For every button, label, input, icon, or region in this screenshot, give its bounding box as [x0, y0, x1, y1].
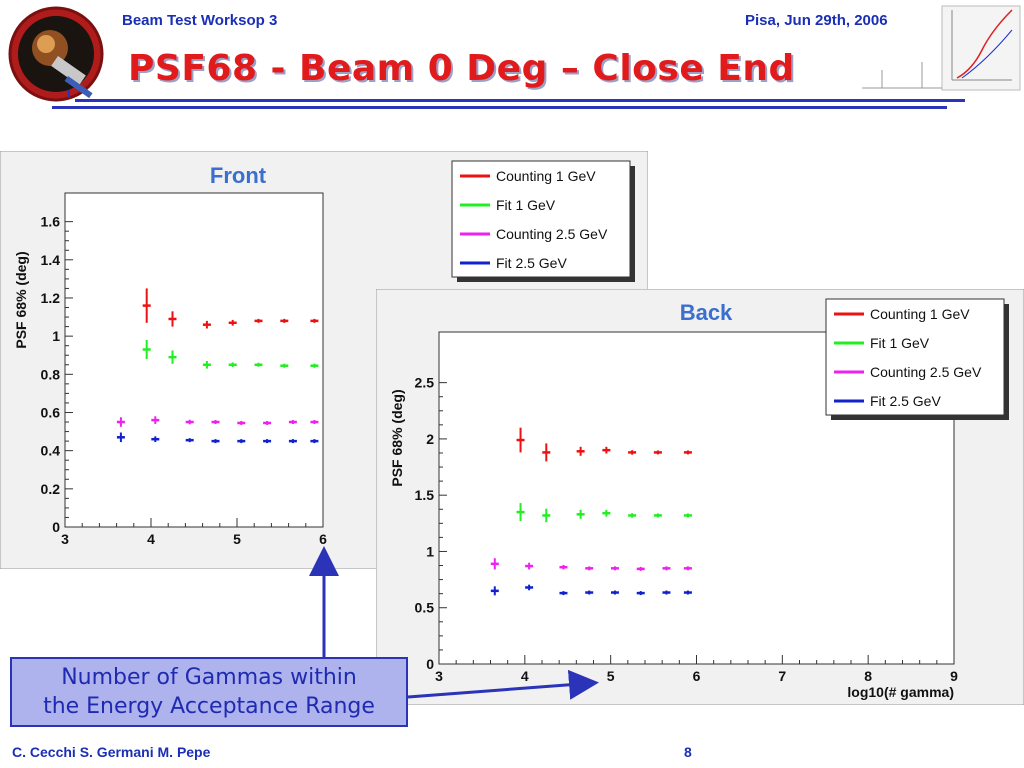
footer-authors: C. Cecchi S. Germani M. Pepe: [12, 744, 211, 760]
chart0-title: Front: [210, 163, 267, 188]
chart0-ytick-label: 0: [52, 519, 60, 535]
slide-title: PSF68 - Beam 0 Deg – Close End: [128, 48, 795, 89]
mini-plot-thumbnail-icon: [862, 5, 1021, 91]
chart1-ytick-label: 0: [426, 656, 434, 672]
chart0-ytick-label: 1: [52, 328, 60, 344]
chart0-legend-label: Fit 1 GeV: [496, 197, 556, 213]
chart1-legend: [825, 298, 1005, 416]
chart1-xtick-label: 9: [950, 668, 958, 684]
chart0-ytick-label: 0.6: [41, 404, 61, 420]
chart0-ytick-label: 0.2: [41, 481, 61, 497]
chart1-xtick-label: 6: [693, 668, 701, 684]
chart0-xtick-label: 4: [147, 531, 155, 547]
chart1-xtick-label: 4: [521, 668, 529, 684]
header-rule-bottom: [52, 106, 947, 109]
chart1-xlabel: log10(# gamma): [847, 684, 954, 700]
chart1-ytick-label: 0.5: [415, 600, 435, 616]
page-number: 8: [684, 744, 692, 760]
chart1-ytick-label: 2: [426, 431, 434, 447]
chart1-legend-label: Counting 1 GeV: [870, 306, 970, 322]
chart1-xtick-label: 5: [607, 668, 615, 684]
chart0-legend-label: Fit 2.5 GeV: [496, 255, 567, 271]
header-rule-top: [75, 99, 965, 102]
glast-logo-icon: [8, 6, 104, 102]
chart1-ylabel: PSF 68% (deg): [389, 389, 405, 486]
chart0-ytick-label: 1.6: [41, 214, 61, 230]
chart1-legend-label: Counting 2.5 GeV: [870, 364, 982, 380]
chart0-xtick-label: 5: [233, 531, 241, 547]
chart1-xtick-label: 8: [864, 668, 872, 684]
chart0-ytick-label: 1.2: [41, 290, 61, 306]
chart0-legend-label: Counting 2.5 GeV: [496, 226, 608, 242]
chart0-xtick-label: 3: [61, 531, 69, 547]
chart1-legend-label: Fit 2.5 GeV: [870, 393, 941, 409]
chart1-legend-label: Fit 1 GeV: [870, 335, 930, 351]
chart0-plot-area: [64, 192, 324, 528]
logo-stem: [68, 90, 70, 98]
callout-line1: Number of Gammas within: [61, 665, 357, 690]
conference-name: Beam Test Worksop 3: [122, 12, 278, 29]
chart0-ylabel: PSF 68% (deg): [13, 251, 29, 348]
arrow-to-back-axis: [407, 669, 599, 700]
chart1-ytick-label: 1.5: [415, 487, 435, 503]
chart1-title: Back: [680, 300, 733, 325]
callout-line2: the Energy Acceptance Range: [43, 694, 375, 719]
chart1-ytick-label: 1: [426, 543, 434, 559]
chart0-legend-label: Counting 1 GeV: [496, 168, 596, 184]
chart0-legend: [451, 160, 631, 278]
chart0-ytick-label: 0.8: [41, 366, 61, 382]
annotation-callout: Number of Gammas within the Energy Accep…: [10, 657, 408, 727]
chart0-ytick-label: 0.4: [41, 443, 61, 459]
chart1-ytick-label: 2.5: [415, 375, 435, 391]
conference-date: Pisa, Jun 29th, 2006: [745, 12, 888, 29]
chart1-xtick-label: 3: [435, 668, 443, 684]
chart0-ytick-label: 1.4: [41, 252, 61, 268]
back-chart: Back 0 0.5 1 1.5 2 2.5 3 4 5 6 7 8 9 PSF 68% (deg) log1…: [376, 289, 1024, 705]
chart0-xtick-label: 6: [319, 531, 327, 547]
chart1-xtick-label: 7: [778, 668, 786, 684]
